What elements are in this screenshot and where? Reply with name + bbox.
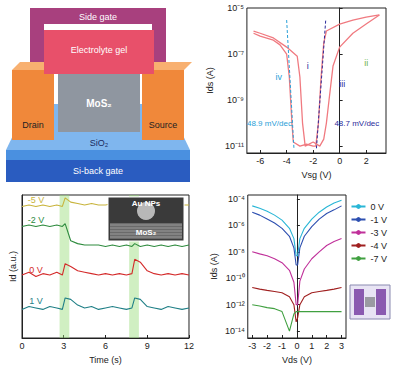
svg-text:Side gate: Side gate [79, 12, 117, 22]
svg-text:i: i [307, 61, 309, 71]
svg-text:0: 0 [19, 341, 24, 351]
svg-text:-3 V: -3 V [370, 228, 387, 238]
svg-text:48.7 mV/dec: 48.7 mV/dec [334, 119, 379, 128]
svg-text:-7 V: -7 V [370, 254, 387, 264]
svg-text:1: 1 [309, 341, 314, 351]
svg-text:Source: Source [149, 120, 178, 130]
svg-text:10⁻¹⁰: 10⁻¹⁰ [226, 273, 245, 283]
svg-text:Drain: Drain [22, 120, 44, 130]
svg-text:0: 0 [337, 156, 342, 166]
svg-text:Time (s): Time (s) [89, 355, 122, 365]
svg-text:10⁻⁸: 10⁻⁸ [228, 247, 245, 257]
svg-text:2: 2 [324, 341, 329, 351]
svg-text:Electrolyte gel: Electrolyte gel [71, 45, 128, 55]
svg-text:10⁻⁵: 10⁻⁵ [227, 3, 244, 13]
svg-text:Si-back gate: Si-back gate [73, 166, 123, 176]
svg-text:-2 V: -2 V [28, 215, 45, 225]
svg-text:1 V: 1 V [29, 296, 43, 306]
svg-text:9: 9 [145, 341, 150, 351]
svg-text:Vds (V): Vds (V) [282, 355, 312, 365]
svg-text:Ids (A): Ids (A) [205, 67, 215, 94]
svg-text:3: 3 [339, 341, 344, 351]
svg-text:-4: -4 [283, 156, 291, 166]
svg-text:MoS₂: MoS₂ [86, 98, 112, 109]
svg-text:10⁻⁴: 10⁻⁴ [228, 194, 245, 204]
svg-text:-1: -1 [278, 341, 286, 351]
svg-text:-3: -3 [248, 341, 256, 351]
svg-text:iii: iii [339, 79, 345, 89]
svg-text:6: 6 [103, 341, 108, 351]
svg-text:-6: -6 [256, 156, 264, 166]
svg-text:48.9 mV/dec: 48.9 mV/dec [247, 119, 292, 128]
svg-text:Ids (A): Ids (A) [209, 253, 219, 280]
svg-text:10⁻⁶: 10⁻⁶ [228, 220, 245, 230]
svg-text:2: 2 [364, 156, 369, 166]
svg-text:MoS₂: MoS₂ [136, 228, 157, 237]
svg-text:10⁻⁷: 10⁻⁷ [228, 49, 244, 59]
svg-text:-2: -2 [309, 156, 317, 166]
svg-text:Id (a.u.): Id (a.u.) [8, 251, 18, 282]
svg-text:-1 V: -1 V [370, 215, 387, 225]
svg-text:12: 12 [184, 341, 194, 351]
svg-text:10⁻¹⁴: 10⁻¹⁴ [225, 326, 245, 336]
svg-text:iv: iv [275, 72, 282, 82]
svg-text:-2: -2 [263, 341, 271, 351]
svg-text:3: 3 [61, 341, 66, 351]
svg-text:SiO₂: SiO₂ [90, 138, 109, 148]
svg-text:Vsg (V): Vsg (V) [301, 170, 331, 180]
svg-text:ii: ii [364, 58, 368, 68]
svg-text:Au NPs: Au NPs [132, 199, 161, 208]
svg-text:-5 V: -5 V [28, 195, 45, 205]
svg-text:-4 V: -4 V [370, 241, 387, 251]
svg-text:10⁻¹¹: 10⁻¹¹ [225, 141, 244, 151]
svg-text:0 V: 0 V [29, 265, 43, 275]
svg-text:0: 0 [294, 341, 299, 351]
svg-text:10⁻⁹: 10⁻⁹ [227, 95, 244, 105]
svg-text:0 V: 0 V [370, 202, 384, 212]
svg-text:10⁻¹²: 10⁻¹² [226, 300, 245, 310]
